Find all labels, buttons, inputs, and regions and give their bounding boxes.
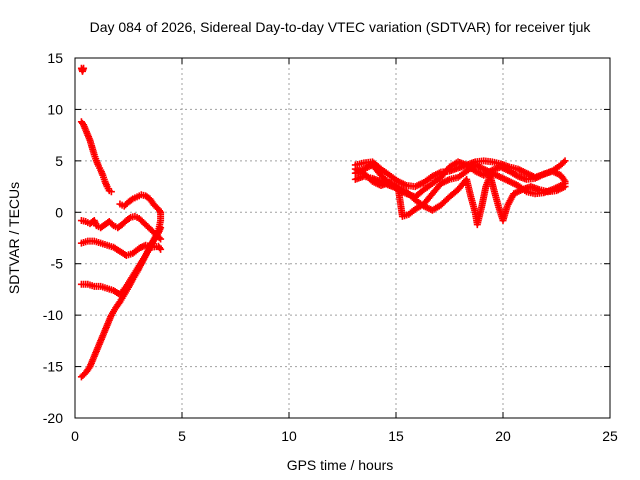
- grid: [75, 58, 610, 418]
- data-point: [560, 158, 568, 166]
- data-point: [157, 235, 165, 243]
- x-tick-label: 15: [388, 428, 404, 444]
- x-tick-label: 5: [178, 428, 186, 444]
- chart-title: Day 084 of 2026, Sidereal Day-to-day VTE…: [90, 19, 592, 35]
- y-axis-label: SDTVAR / TECUs: [6, 182, 22, 294]
- data-point: [561, 179, 569, 187]
- data-point: [108, 220, 116, 228]
- y-tick-label: -15: [43, 359, 63, 375]
- data-point: [107, 188, 115, 196]
- plot-frame: [74, 57, 611, 419]
- y-tick-label: 10: [47, 101, 63, 117]
- x-tick-label: 25: [602, 428, 618, 444]
- data-point: [125, 214, 133, 222]
- data-marks: [77, 64, 569, 381]
- x-tick-label: 10: [281, 428, 297, 444]
- x-tick-label: 0: [71, 428, 79, 444]
- data-point: [157, 245, 165, 253]
- x-tick-label: 20: [495, 428, 511, 444]
- data-point: [561, 157, 569, 165]
- y-tick-label: 15: [47, 50, 63, 66]
- x-axis-label: GPS time / hours: [287, 457, 394, 473]
- y-tick-label: -5: [51, 256, 64, 272]
- y-tick-label: -10: [43, 307, 63, 323]
- y-tick-label: 5: [55, 153, 63, 169]
- data-point: [157, 208, 165, 216]
- y-tick-label: 0: [55, 204, 63, 220]
- y-tick-label: -20: [43, 410, 63, 426]
- data-point: [80, 64, 88, 72]
- data-point: [127, 196, 135, 204]
